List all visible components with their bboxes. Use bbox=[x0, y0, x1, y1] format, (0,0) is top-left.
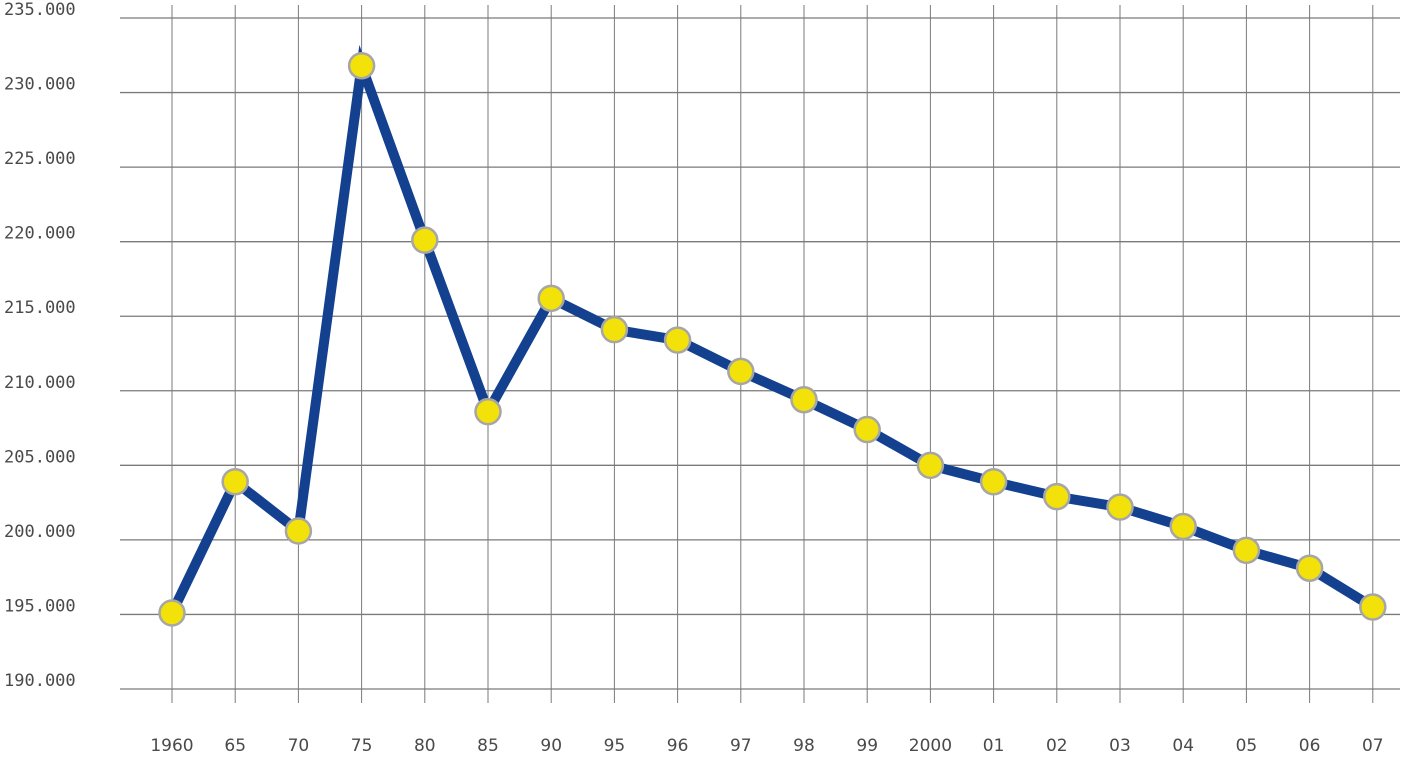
data-point bbox=[663, 326, 692, 354]
x-tick-label: 95 bbox=[604, 736, 626, 756]
data-point bbox=[853, 415, 881, 444]
x-tick-label: 01 bbox=[983, 736, 1005, 756]
data-point bbox=[411, 226, 439, 254]
x-tick-label: 07 bbox=[1362, 736, 1384, 756]
data-point bbox=[474, 397, 502, 426]
x-tick-label: 2000 bbox=[909, 736, 952, 756]
y-tick-label: 235.000 bbox=[4, 0, 76, 20]
y-tick-label: 230.000 bbox=[4, 75, 76, 95]
x-tick-label: 80 bbox=[414, 736, 436, 756]
y-tick-label: 200.000 bbox=[4, 522, 76, 542]
x-tick-label: 03 bbox=[1109, 736, 1131, 756]
data-point bbox=[727, 357, 755, 386]
x-tick-label: 75 bbox=[351, 736, 373, 756]
y-tick-label: 210.000 bbox=[4, 373, 76, 393]
x-tick-label: 97 bbox=[730, 736, 752, 756]
data-point bbox=[1043, 482, 1071, 511]
x-tick-label: 99 bbox=[856, 736, 878, 756]
data-point bbox=[1169, 512, 1197, 541]
grid-layer bbox=[120, 5, 1400, 703]
x-tick-label: 90 bbox=[540, 736, 562, 756]
y-axis-tick-labels: 190.000 195.000 200.000 205.000 210.000 215.0… bbox=[4, 0, 76, 691]
data-point bbox=[221, 467, 249, 496]
x-tick-label: 85 bbox=[477, 736, 499, 756]
data-point bbox=[158, 599, 186, 627]
x-tick-label: 70 bbox=[288, 736, 310, 756]
data-point-layer bbox=[158, 51, 1387, 627]
x-tick-label: 06 bbox=[1299, 736, 1321, 756]
data-point bbox=[284, 517, 313, 545]
x-tick-label: 04 bbox=[1172, 736, 1194, 756]
data-point bbox=[1106, 493, 1134, 521]
y-tick-label: 195.000 bbox=[4, 596, 76, 616]
x-tick-label: 05 bbox=[1236, 736, 1258, 756]
data-point bbox=[916, 451, 945, 480]
x-axis-tick-labels: 1960 65 70 75 80 85 90 95 96 97 98 99 2000 01 02 03 04 05… bbox=[150, 736, 1383, 756]
y-tick-label: 190.000 bbox=[4, 671, 76, 691]
x-tick-label: 02 bbox=[1046, 736, 1068, 756]
data-point bbox=[600, 315, 629, 344]
x-tick-label: 96 bbox=[667, 736, 689, 756]
y-tick-label: 225.000 bbox=[4, 149, 76, 169]
data-point bbox=[537, 284, 565, 313]
y-tick-label: 205.000 bbox=[4, 447, 76, 467]
data-point bbox=[1232, 536, 1261, 565]
data-point bbox=[347, 51, 376, 80]
data-point bbox=[790, 385, 818, 414]
x-tick-label: 65 bbox=[224, 736, 246, 756]
y-tick-label: 215.000 bbox=[4, 298, 76, 318]
data-point bbox=[1295, 554, 1324, 582]
x-tick-label: 1960 bbox=[150, 736, 193, 756]
x-tick-label: 98 bbox=[793, 736, 815, 756]
data-point bbox=[1359, 593, 1387, 621]
data-point bbox=[979, 467, 1008, 496]
y-tick-label: 220.000 bbox=[4, 224, 76, 244]
